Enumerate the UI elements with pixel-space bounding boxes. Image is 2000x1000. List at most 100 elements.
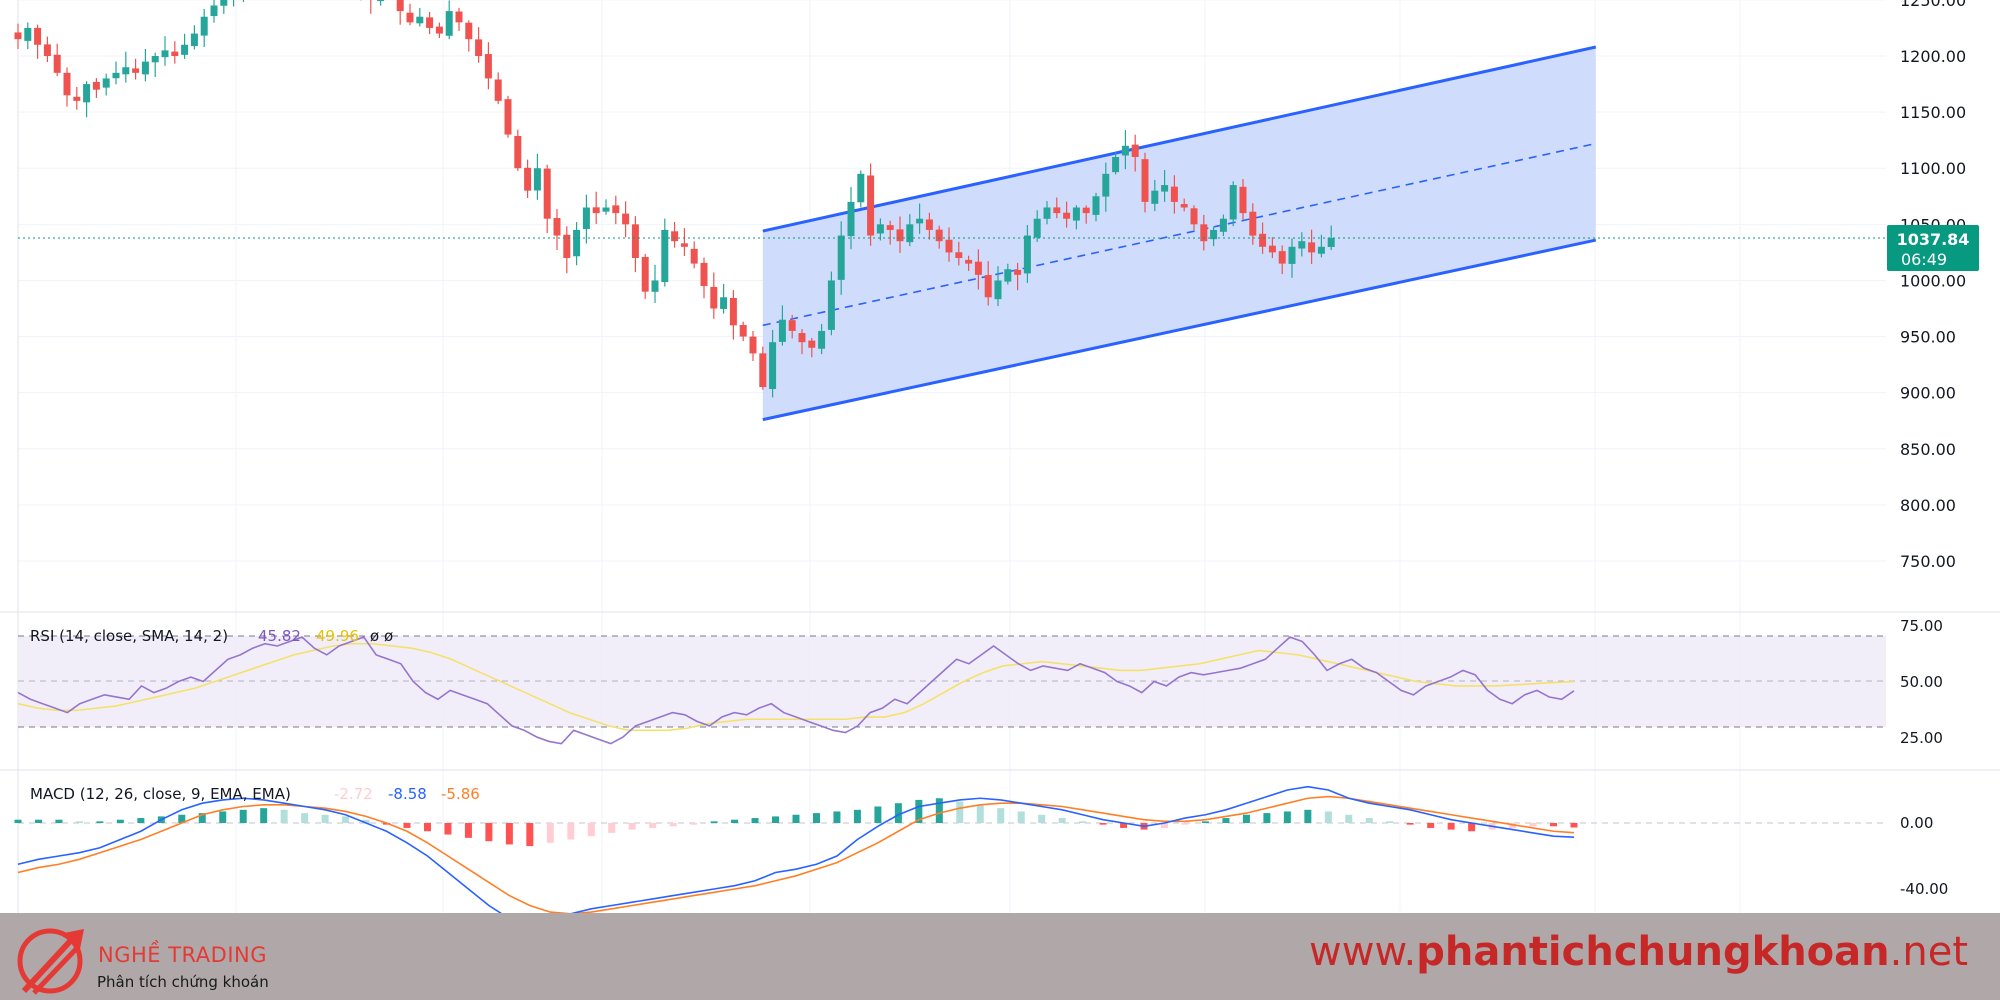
rsi-axis[interactable]: 75.00 50.00 25.00 <box>1900 617 1943 747</box>
candle-40 <box>406 3 414 26</box>
nghe-trading-logo-icon <box>17 928 84 995</box>
macd-bar-47 <box>976 804 984 823</box>
channel-middle-line[interactable] <box>762 142 1596 327</box>
macd-bar-13 <box>280 809 288 823</box>
regression-channel[interactable] <box>762 45 1597 422</box>
candle-0 <box>14 23 22 49</box>
website-url[interactable]: www.phantichchungkhoan.net <box>1309 929 1968 975</box>
candle-58 <box>582 194 590 244</box>
candlesticks <box>14 0 1335 398</box>
candle-42 <box>426 12 434 35</box>
candle-90 <box>896 216 904 253</box>
macd-indicator-label[interactable]: MACD (12, 26, close, 9, EMA, EMA) <box>30 785 291 803</box>
candle-132 <box>1308 229 1316 264</box>
footer-banner: NGHỀ TRADING Phân tích chứng khoán www.p… <box>0 913 2000 1000</box>
macd-bar-59 <box>1222 818 1230 823</box>
candle-98 <box>974 249 982 290</box>
candle-71 <box>710 272 718 319</box>
candle-61 <box>612 195 620 225</box>
rsi-pane[interactable]: RSI (14, close, SMA, 14, 2) 45.82 49.96 … <box>17 627 1886 745</box>
macd-bar-9 <box>198 813 206 823</box>
candle-121 <box>1200 214 1208 251</box>
candle-21 <box>220 0 228 14</box>
macd-line <box>17 785 1575 923</box>
macd-bar-16 <box>342 816 350 823</box>
macd-bar-38 <box>792 814 800 823</box>
candle-46 <box>465 20 473 52</box>
candle-75 <box>749 331 757 362</box>
macd-signal-value: -5.86 <box>441 785 480 803</box>
macd-axis[interactable]: 0.00 -40.00 <box>1900 814 1948 898</box>
candle-85 <box>847 186 855 250</box>
candle-126 <box>1249 203 1257 245</box>
macd-bar-51 <box>1058 818 1066 823</box>
candle-100 <box>994 266 1002 307</box>
candle-4 <box>53 43 61 77</box>
candle-105 <box>1043 201 1051 225</box>
macd-tick-0: 0.00 <box>1900 814 1933 832</box>
macd-bar-74 <box>1529 823 1537 827</box>
candle-47 <box>475 27 483 63</box>
macd-bar-43 <box>894 803 902 823</box>
price-axis[interactable]: 1250.001200.001150.001100.001050.001000.… <box>1900 0 1966 571</box>
rsi-tick-50: 50.00 <box>1900 673 1943 691</box>
last-price-tag: 1037.84 06:49 <box>1887 225 1979 271</box>
candle-18 <box>190 25 198 50</box>
candle-7 <box>83 81 91 118</box>
macd-bar-35 <box>731 819 739 823</box>
candle-96 <box>955 241 963 266</box>
macd-bar-17 <box>362 819 370 823</box>
candle-74 <box>739 321 747 341</box>
candle-104 <box>1033 210 1041 242</box>
macd-bar-76 <box>1570 823 1578 828</box>
macd-pane[interactable]: MACD (12, 26, close, 9, EMA, EMA) -2.72 … <box>14 785 1887 923</box>
macd-bar-11 <box>239 809 247 823</box>
rsi-tick-75: 75.00 <box>1900 617 1943 635</box>
macd-bar-19 <box>403 823 411 828</box>
candle-39 <box>396 0 404 25</box>
candle-53 <box>533 153 541 200</box>
macd-bar-37 <box>772 816 780 823</box>
macd-bar-28 <box>587 823 595 837</box>
macd-bar-29 <box>608 823 616 833</box>
candle-88 <box>876 218 884 241</box>
rsi-indicator-label[interactable]: RSI (14, close, SMA, 14, 2) <box>30 627 228 645</box>
candle-87 <box>867 163 875 246</box>
candle-19 <box>200 8 208 48</box>
candle-59 <box>592 191 600 224</box>
macd-bar-52 <box>1079 821 1087 823</box>
candle-6 <box>73 87 81 110</box>
macd-bar-33 <box>690 823 698 825</box>
candle-10 <box>112 61 120 85</box>
candle-49 <box>494 72 502 105</box>
candle-2 <box>34 24 42 59</box>
price-tick-2: 1150.00 <box>1900 103 1966 122</box>
candle-81 <box>808 337 816 358</box>
macd-bar-58 <box>1201 821 1209 823</box>
price-tick-6: 950.00 <box>1900 328 1956 347</box>
macd-bar-2 <box>55 819 63 823</box>
macd-line-value: -8.58 <box>388 785 427 803</box>
macd-bar-15 <box>321 814 329 823</box>
channel-upper-line[interactable] <box>762 45 1597 233</box>
macd-hist-value: -2.72 <box>334 785 373 803</box>
price-pane[interactable] <box>14 0 1887 422</box>
channel-lower-line[interactable] <box>762 238 1597 422</box>
macd-bar-48 <box>997 808 1005 823</box>
candle-67 <box>671 221 679 248</box>
candle-118 <box>1170 175 1178 214</box>
grid-lines <box>17 0 1886 913</box>
macd-bar-25 <box>526 823 534 847</box>
candle-122 <box>1210 226 1218 247</box>
candle-128 <box>1268 237 1276 259</box>
candle-70 <box>700 257 708 299</box>
candle-76 <box>759 346 767 390</box>
macd-bar-31 <box>649 823 657 828</box>
macd-bar-67 <box>1386 821 1394 823</box>
candle-129 <box>1278 245 1286 275</box>
candle-51 <box>514 129 522 171</box>
candle-63 <box>631 216 639 273</box>
candle-111 <box>1102 162 1110 212</box>
candle-120 <box>1190 205 1198 231</box>
